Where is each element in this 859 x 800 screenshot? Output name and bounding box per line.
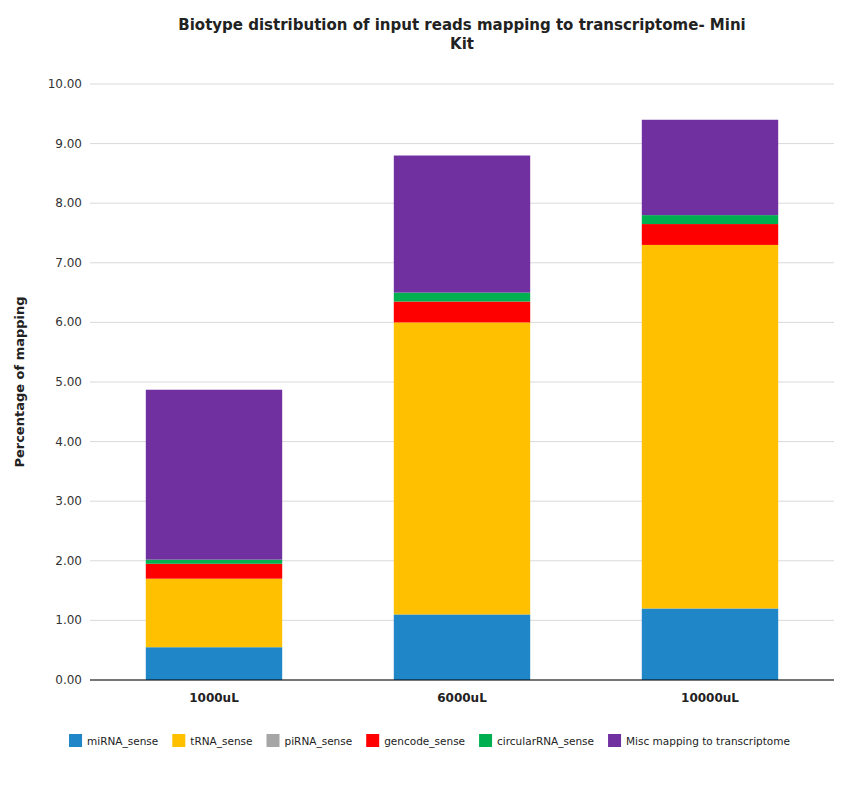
legend-item: circularRNA_sense [479, 734, 594, 748]
title-line: Biotype distribution of input reads mapp… [178, 16, 745, 34]
bar-segment [394, 614, 530, 680]
y-tick-label: 3.00 [55, 494, 82, 508]
grid-line [90, 680, 834, 681]
bar-segment [394, 322, 530, 614]
legend: miRNA_sense tRNA_sense piRNA_sense gencode_… [69, 734, 790, 748]
legend-swatch [479, 734, 492, 747]
bar-segment [394, 156, 530, 293]
y-axis-label: Percentage of mapping [12, 296, 27, 467]
bars [146, 120, 778, 680]
bar-segment [642, 608, 778, 680]
bar-segment [642, 245, 778, 609]
bar-segment [146, 390, 282, 560]
bar-segment [146, 560, 282, 564]
bar-segment [146, 647, 282, 680]
legend-label: piRNA_sense [285, 735, 353, 748]
grid-line [90, 84, 834, 85]
y-tick-label: 0.00 [55, 673, 82, 687]
x-tick-label: 10000uL [681, 691, 739, 705]
y-tick-label: 8.00 [55, 196, 82, 210]
legend-item: gencode_sense [366, 734, 465, 748]
legend-swatch [366, 734, 379, 747]
legend-label: Misc mapping to transcriptome [626, 735, 790, 747]
title: Biotype distribution of input reads mapp… [178, 16, 745, 53]
bar-segment [146, 564, 282, 579]
legend-item: tRNA_sense [172, 734, 252, 748]
legend-item: piRNA_sense [267, 734, 353, 748]
legend-item: miRNA_sense [69, 734, 158, 748]
legend-label: miRNA_sense [87, 735, 158, 748]
bar-segment [394, 302, 530, 323]
y-tick-label: 9.00 [55, 137, 82, 151]
legend-swatch [267, 734, 280, 747]
y-tick-label: 4.00 [55, 435, 82, 449]
bar-segment [146, 579, 282, 648]
legend-label: circularRNA_sense [497, 735, 594, 748]
y-tick-label: 6.00 [55, 315, 82, 329]
legend-item: Misc mapping to transcriptome [608, 734, 790, 747]
legend-label: tRNA_sense [190, 735, 252, 748]
legend-swatch [172, 734, 185, 747]
chart: Biotype distribution of input reads mapp… [0, 0, 859, 800]
x-axis-line [90, 680, 834, 681]
background [0, 0, 859, 800]
title-line: Kit [450, 35, 474, 53]
legend-swatch [69, 734, 82, 747]
bar-segment [642, 224, 778, 245]
x-tick-label: 1000uL [189, 691, 239, 705]
y-tick-label: 2.00 [55, 554, 82, 568]
legend-label: gencode_sense [384, 735, 465, 748]
y-tick-label: 7.00 [55, 256, 82, 270]
y-tick-label: 1.00 [55, 613, 82, 627]
grid [90, 84, 834, 680]
y-tick-label: 5.00 [55, 375, 82, 389]
y-tick-label: 10.00 [48, 77, 82, 91]
bar-segment [394, 293, 530, 302]
x-tick-label: 6000uL [437, 691, 487, 705]
bar-segment [642, 120, 778, 215]
bar-segment [642, 215, 778, 224]
legend-swatch [608, 734, 621, 747]
